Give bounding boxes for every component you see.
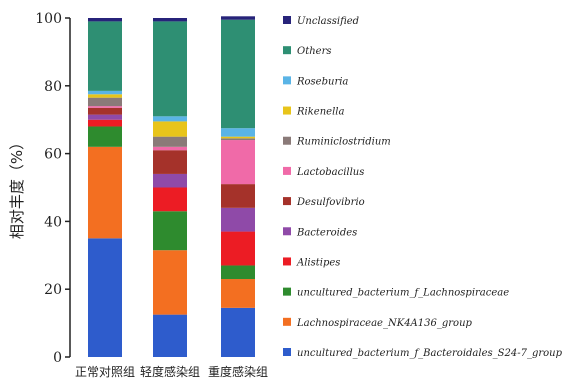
legend: Unclassified Others Roseburia Rikenella Rumi…	[283, 16, 563, 359]
legend-swatch	[283, 76, 291, 85]
bar-segment	[153, 250, 187, 315]
legend-label: Rikenella	[296, 107, 344, 118]
legend-swatch	[283, 257, 291, 266]
legend-label: uncultured_bacterium_f_Lachnospiraceae	[297, 288, 509, 299]
bar-segment	[88, 21, 122, 91]
bar-segment	[221, 128, 255, 137]
x-category-label: 轻度感染组	[140, 364, 200, 379]
bar-segment	[88, 114, 122, 120]
bar-segment	[221, 231, 255, 266]
bar-segment	[221, 140, 255, 185]
bar-segment	[88, 90, 122, 95]
legend-swatch	[283, 287, 291, 296]
legend-label: Ruminiclostridium	[296, 137, 391, 148]
legend-swatch	[283, 317, 291, 326]
bar-segment	[88, 107, 122, 115]
bar-segment	[153, 146, 187, 151]
y-tick-label: 20	[44, 282, 62, 298]
y-tick-label: 100	[35, 11, 62, 27]
bar-segment	[221, 138, 255, 141]
x-category-label: 重度感染组	[208, 364, 268, 379]
legend-swatch	[283, 136, 291, 145]
bar-segment	[88, 238, 122, 357]
bar-segment	[153, 21, 187, 117]
legend-label: Desulfovibrio	[296, 197, 365, 208]
bar-segment	[153, 18, 187, 22]
bar-segment	[221, 279, 255, 308]
bar-segment	[153, 121, 187, 137]
bar-segment	[221, 207, 255, 232]
bar-segment	[88, 146, 122, 239]
y-tick-label: 40	[44, 214, 62, 230]
bar-segment	[221, 307, 255, 357]
bar-segment	[153, 136, 187, 147]
bar-segment	[221, 184, 255, 208]
bar-segment	[153, 187, 187, 212]
y-tick-label: 80	[44, 79, 62, 95]
bar-segment	[88, 94, 122, 98]
legend-label: uncultured_bacterium_f_Bacteroidales_S24…	[297, 348, 563, 359]
bar-segment	[88, 106, 122, 108]
bar-segment	[153, 116, 187, 122]
x-category-label: 正常对照组	[75, 365, 135, 379]
legend-swatch	[283, 106, 291, 115]
bar-segment	[88, 97, 122, 107]
y-axis-label: 相对丰度（%）	[8, 135, 26, 239]
legend-swatch	[283, 348, 291, 356]
legend-label: Bacteroides	[296, 227, 357, 238]
bar-segment	[153, 150, 187, 174]
legend-label: Lachnospiraceae_NK4A136_group	[296, 318, 473, 329]
bar-segment	[88, 119, 122, 127]
bar-segment	[221, 136, 255, 139]
bars	[88, 16, 255, 357]
y-tick-label: 60	[44, 147, 62, 163]
bar-segment	[88, 126, 122, 147]
legend-swatch	[283, 227, 291, 236]
y-tick-label: 0	[53, 350, 62, 366]
legend-swatch	[283, 46, 291, 55]
bar-segment	[221, 19, 255, 129]
legend-label: Unclassified	[297, 16, 359, 27]
bar-segment	[153, 173, 187, 188]
legend-swatch	[283, 166, 291, 175]
y-ticks: 0 20 40 60 80 100	[35, 11, 70, 366]
legend-label: Others	[297, 46, 332, 57]
bar-segment	[153, 211, 187, 251]
category-labels: 正常对照组 轻度感染组 重度感染组	[75, 364, 268, 379]
bar-segment	[88, 18, 122, 22]
legend-label: Alistipes	[296, 257, 340, 268]
legend-swatch	[283, 197, 291, 206]
bar-segment	[153, 314, 187, 357]
legend-swatch	[283, 16, 291, 24]
bar-segment	[221, 265, 255, 280]
legend-label: Lactobacillus	[296, 167, 364, 178]
bar-segment	[221, 16, 255, 20]
legend-label: Roseburia	[296, 76, 348, 87]
